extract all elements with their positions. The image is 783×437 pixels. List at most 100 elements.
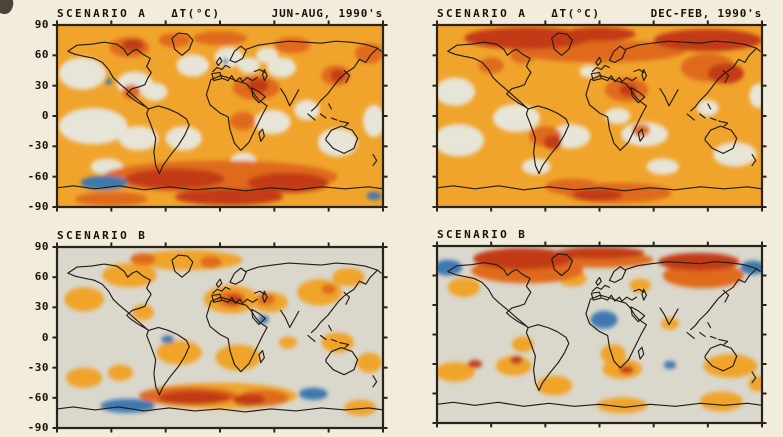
anomaly-blob-red (122, 39, 144, 52)
anomaly-blob-lightgray (118, 126, 159, 151)
coastline-path (254, 291, 264, 294)
anomaly-blob-amber (703, 354, 758, 378)
coastline-path (311, 48, 377, 111)
coastline-path (57, 407, 383, 412)
coastline-path (708, 323, 711, 328)
coastline-path (642, 69, 647, 80)
coastline-path (329, 325, 332, 330)
map-frame (57, 247, 383, 428)
world-map-scenario-b-djf (437, 246, 762, 423)
panel-scenario-a-jun-aug: SCENARIO A ΔT(°C) JUN-AUG, 1990's 90 60 30… (28, 7, 383, 213)
coastline-path (329, 104, 332, 109)
coastline-path (331, 118, 336, 120)
coastline-path (311, 270, 377, 332)
lat-tick-label: -30 (27, 360, 49, 374)
delta-t-label: ΔT(°C) (171, 7, 221, 20)
anomaly-blob-red (124, 168, 225, 189)
anomaly-blob-red (563, 27, 636, 42)
coastline-path (638, 347, 643, 359)
panel-title: SCENARIO B (57, 228, 383, 244)
anomaly-blob-amber (536, 375, 573, 396)
anomaly-blob-lightgray (697, 99, 719, 116)
anomaly-blob-red (330, 69, 345, 82)
anomaly-blob-lightgray (256, 47, 278, 64)
anomaly-blob-red (247, 172, 329, 193)
anomaly-blob-red (247, 78, 269, 93)
coastline-path (700, 114, 705, 118)
coastline-path (213, 287, 230, 293)
coastline-path (321, 335, 326, 339)
coastline-path (552, 33, 573, 55)
anomaly-blob-lightgray (254, 109, 291, 135)
anomaly-blob-red (158, 390, 231, 405)
coastline-path (326, 348, 358, 375)
anomaly-blob-amber (699, 391, 744, 412)
coastline-path (308, 335, 315, 341)
panel-title: SCENARIO A ΔT(°C) JUN-AUG, 1990's (57, 6, 383, 22)
anomaly-blob-orange (158, 33, 192, 48)
coastline-path (223, 76, 257, 82)
coastline-path (723, 71, 728, 83)
panel-scenario-b-jun-aug: SCENARIO B 90 60 30 0 -30 -60 -90 (28, 229, 383, 434)
anomaly-blob-red (174, 188, 284, 205)
lat-tick-label: 90 (34, 239, 49, 253)
coastline-path (326, 126, 358, 153)
anomaly-blob-amber (495, 356, 532, 376)
anomaly-blob-amber (156, 340, 202, 365)
anomaly-blob-amber (332, 268, 365, 287)
map-frame (437, 25, 762, 207)
coastline-path (634, 69, 644, 72)
anomaly-blob-blue (590, 310, 618, 329)
anomaly-blob-lightgray (749, 83, 762, 108)
coastline-path (660, 308, 678, 325)
coastline-path (246, 41, 381, 51)
coastline-path (212, 294, 222, 302)
anomaly-blob-lightgray (165, 126, 202, 151)
world-map-scenario-a-djf (437, 25, 762, 207)
coastline-path (147, 106, 190, 174)
scan-artifact (0, 0, 16, 17)
coastline-path (281, 89, 299, 106)
coastline-path (687, 333, 694, 339)
scenario-label: SCENARIO A (437, 7, 528, 20)
coastline-path (705, 126, 737, 153)
anomaly-blob-lightgray (317, 128, 358, 157)
lat-tick-label: -60 (27, 390, 49, 404)
coastline-path (321, 114, 326, 118)
lat-tick-label: -90 (27, 199, 49, 213)
lat-tick-label: 30 (34, 300, 49, 314)
coastline-path (700, 333, 705, 337)
coastline-path (626, 41, 761, 51)
coastlines (57, 255, 383, 412)
anomaly-blob-orange (130, 253, 156, 266)
coastline-path (592, 65, 609, 71)
coastline-path (252, 88, 266, 103)
lat-tick-label: 90 (34, 17, 49, 31)
tick-marks (52, 20, 387, 211)
coastline-path (602, 76, 636, 82)
coastline-path (68, 264, 151, 330)
anomaly-blob-lightgray (437, 77, 475, 106)
coastline-path (586, 76, 646, 151)
anomaly-blob-lightgray (492, 103, 540, 133)
coastline-path (626, 262, 761, 272)
lat-tick-label: 0 (41, 108, 49, 122)
coastlines (437, 33, 762, 191)
lat-tick-label: -60 (27, 169, 49, 183)
lat-tick-label: 0 (41, 330, 49, 344)
anomaly-blob-red (467, 360, 483, 368)
anomaly-blob-lightgray (176, 54, 210, 77)
world-map-scenario-b-jja (57, 247, 383, 428)
anomaly-blob-amber (596, 397, 648, 414)
anomaly-blob-blue (161, 335, 174, 344)
coastline-path (705, 344, 737, 371)
coastline-path (212, 73, 222, 81)
season-label: DEC-FEB, 1990's (650, 7, 762, 20)
coastline-path (708, 104, 711, 109)
anomaly-blob-blue (740, 260, 762, 275)
anomaly-blob-red (658, 252, 740, 271)
coastline-path (331, 340, 336, 342)
anomaly-blob-amber (356, 352, 383, 373)
coastline-path (691, 269, 757, 330)
